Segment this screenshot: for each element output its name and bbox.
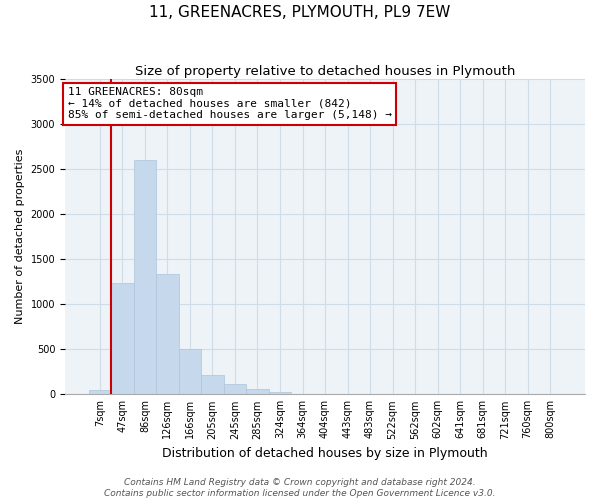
Text: 11, GREENACRES, PLYMOUTH, PL9 7EW: 11, GREENACRES, PLYMOUTH, PL9 7EW (149, 5, 451, 20)
Bar (201, 376, 224, 394)
Text: 11 GREENACRES: 80sqm
← 14% of detached houses are smaller (842)
85% of semi-deta: 11 GREENACRES: 80sqm ← 14% of detached h… (68, 87, 392, 120)
Bar (179, 350, 201, 395)
X-axis label: Distribution of detached houses by size in Plymouth: Distribution of detached houses by size … (162, 447, 488, 460)
Bar (224, 384, 246, 394)
Bar (134, 160, 156, 394)
Bar (89, 390, 111, 394)
Bar (269, 392, 291, 394)
Y-axis label: Number of detached properties: Number of detached properties (15, 149, 25, 324)
Bar (246, 390, 269, 394)
Title: Size of property relative to detached houses in Plymouth: Size of property relative to detached ho… (135, 65, 515, 78)
Bar (111, 282, 134, 395)
Bar (156, 274, 179, 394)
Text: Contains HM Land Registry data © Crown copyright and database right 2024.
Contai: Contains HM Land Registry data © Crown c… (104, 478, 496, 498)
